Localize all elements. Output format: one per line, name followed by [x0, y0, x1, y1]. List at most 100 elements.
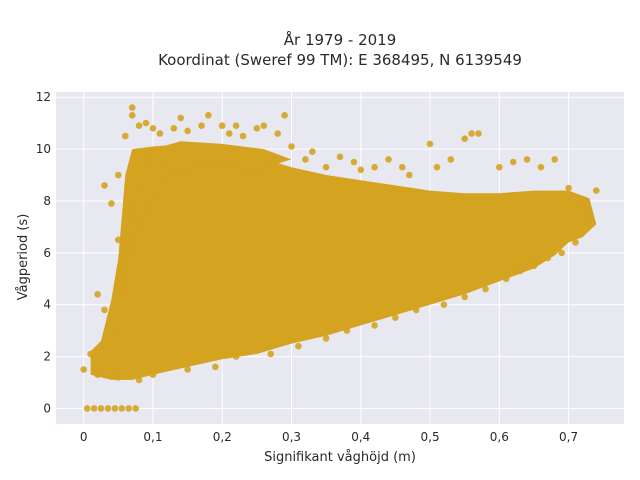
y-tick-label: 2	[43, 350, 51, 364]
data-point	[309, 148, 316, 155]
y-tick-label: 8	[43, 194, 51, 208]
data-point	[516, 267, 524, 275]
data-point	[177, 114, 184, 122]
data-point	[267, 350, 275, 358]
data-point	[482, 285, 489, 293]
data-point	[475, 130, 482, 137]
x-tick-label: 0,1	[143, 430, 162, 444]
data-point	[412, 306, 420, 314]
data-point	[142, 119, 150, 127]
data-point	[232, 122, 240, 129]
data-point	[322, 163, 330, 171]
data-point	[468, 130, 475, 137]
data-point	[572, 239, 579, 246]
x-axis-label: Signifikant våghöjd (m)	[264, 450, 416, 465]
data-point	[537, 163, 545, 171]
data-point	[392, 314, 399, 322]
data-point	[83, 405, 91, 412]
data-point	[239, 132, 247, 140]
data-point	[558, 249, 565, 257]
y-tick-label: 10	[36, 142, 51, 156]
data-point	[115, 171, 122, 179]
data-point	[104, 405, 112, 412]
data-point	[461, 293, 469, 301]
data-point	[128, 104, 136, 111]
data-point	[125, 405, 132, 412]
data-point	[544, 254, 552, 262]
data-point	[350, 158, 358, 166]
data-point	[184, 366, 191, 373]
data-point	[295, 342, 302, 350]
data-point	[225, 130, 233, 137]
data-point	[523, 156, 531, 163]
data-point	[281, 112, 288, 119]
data-point	[502, 275, 510, 283]
data-point	[170, 125, 178, 132]
data-point	[586, 210, 593, 218]
data-point	[135, 122, 143, 129]
data-point	[496, 163, 503, 171]
data-point	[135, 376, 143, 384]
data-point	[118, 405, 126, 412]
data-point	[101, 306, 108, 314]
data-point	[212, 363, 219, 371]
chart-subtitle: Koordinat (Sweref 99 TM): E 368495, N 61…	[158, 51, 522, 69]
data-point	[149, 125, 157, 132]
data-point	[163, 158, 171, 166]
data-point	[385, 156, 392, 163]
data-point	[198, 122, 205, 129]
data-point	[322, 335, 330, 342]
data-point	[579, 197, 586, 205]
data-point	[426, 140, 434, 148]
data-point	[108, 329, 115, 337]
data-point	[440, 301, 448, 309]
y-axis-label: Vågperiod (s)	[16, 214, 31, 301]
data-point	[122, 285, 129, 293]
data-point	[371, 322, 378, 329]
x-tick-label: 0,4	[351, 430, 370, 444]
data-point	[115, 374, 122, 381]
point-cloud-upper	[114, 141, 292, 297]
data-point	[94, 291, 101, 298]
data-point	[530, 262, 538, 270]
x-tick-label: 0,3	[282, 430, 301, 444]
y-tick-label: 4	[43, 298, 51, 312]
data-point	[97, 405, 105, 412]
data-point	[461, 135, 469, 142]
point-cloud-main	[90, 143, 597, 380]
data-point	[433, 163, 441, 171]
x-tick-label: 0,7	[559, 430, 578, 444]
y-tick-label: 0	[43, 401, 51, 415]
x-tick-label: 0,6	[490, 430, 509, 444]
data-point	[80, 366, 87, 373]
data-point	[260, 122, 268, 129]
data-point	[218, 122, 226, 129]
y-tick-label: 6	[43, 246, 51, 260]
data-point	[253, 125, 261, 132]
data-point	[115, 236, 122, 244]
data-point	[447, 156, 455, 163]
x-tick-label: 0,5	[421, 430, 440, 444]
data-point	[132, 405, 139, 412]
data-point	[90, 405, 98, 412]
data-point	[101, 182, 108, 189]
data-points	[80, 104, 600, 412]
chart-title: År 1979 - 2019	[284, 30, 397, 49]
data-point	[184, 127, 191, 135]
data-point	[343, 327, 351, 334]
x-tick-label: 0,2	[213, 430, 232, 444]
data-point	[149, 371, 157, 379]
data-point	[94, 371, 101, 379]
data-point	[122, 132, 129, 140]
data-point	[509, 158, 517, 166]
x-tick-label: 0	[80, 430, 88, 444]
y-tick-label: 12	[36, 90, 51, 104]
data-point	[593, 187, 600, 194]
data-point	[288, 143, 295, 150]
data-point	[156, 130, 164, 137]
y-axis-ticks: 0 2 4 6 8 10 12	[36, 90, 51, 415]
x-axis-ticks: 0 0,1 0,2 0,3 0,4 0,5 0,6 0,7	[80, 430, 578, 444]
data-point	[232, 353, 240, 360]
data-point	[371, 163, 378, 171]
data-point	[302, 156, 309, 163]
